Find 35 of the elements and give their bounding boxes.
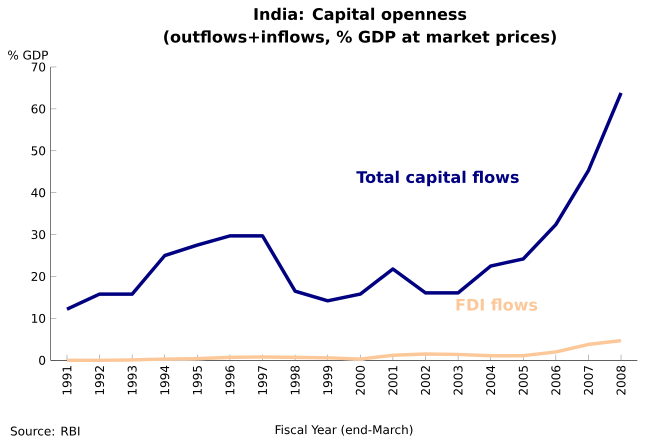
y-tick-label: 70 — [32, 62, 46, 72]
x-tick-label: 1999 — [323, 366, 332, 394]
x-tick-label: 1991 — [62, 366, 72, 394]
x-tick-label: 2004 — [486, 366, 496, 395]
line-series — [65, 91, 623, 311]
x-tick-label: 2003 — [454, 366, 463, 395]
x-tick-label: 2007 — [584, 366, 593, 395]
y-tick-label: 60 — [32, 104, 46, 114]
x-tick-label: 2002 — [420, 366, 430, 395]
x-tick-label: 2008 — [616, 366, 626, 395]
source-note: Source: RBI — [10, 426, 80, 436]
y-tick-label: 0 — [39, 356, 46, 365]
y-tick-label: 40 — [31, 188, 46, 198]
x-tick-label: 1992 — [95, 366, 104, 394]
text: FDI flows — [456, 298, 538, 311]
y-tick-label: 10 — [32, 314, 46, 323]
x-tick-label: 2000 — [356, 366, 365, 395]
chart-subtitle: (outflows+inflows, % GDP at market prices) — [164, 30, 556, 46]
x-tick-label: 1996 — [225, 366, 234, 394]
x-tick-label: 1997 — [258, 366, 268, 394]
x-tick-label: 1993 — [128, 366, 137, 394]
y-axis-title: % GDP — [8, 50, 48, 60]
x-axis-title: Fiscal Year (end-March) — [276, 424, 412, 436]
y-tick-label: 50 — [32, 146, 46, 156]
x-tick-label: 1998 — [290, 366, 300, 394]
chart-title: India: Capital openness — [254, 8, 466, 24]
x-tick-label: 2006 — [551, 366, 560, 395]
x-tick-label: 2005 — [518, 366, 528, 395]
text: Total capital flows — [356, 170, 519, 186]
y-tick-label: 20 — [32, 272, 46, 282]
x-tick-label: 1995 — [192, 366, 202, 394]
line-series — [65, 338, 623, 362]
y-tick-label: 30 — [32, 230, 46, 240]
x-tick-label: 2001 — [388, 366, 398, 395]
x-tick-label: 1994 — [160, 366, 170, 394]
